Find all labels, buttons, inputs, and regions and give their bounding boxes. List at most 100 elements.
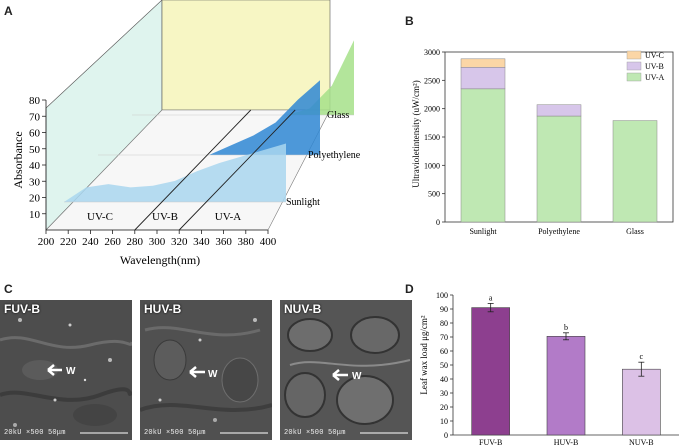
panel-label-a: A [4,4,13,18]
x-tick-label: 320 [171,236,188,248]
sem-texture [0,300,132,440]
y-tick-label: 60 [440,347,448,356]
absorbance-3d-chart: 10 20 30 40 50 60 70 80 200 220 240 260 280 300 320 34… [11,0,361,267]
region-label-uv-b: UV-B [152,211,178,223]
x-tick-label: 300 [149,236,166,248]
x-tick-label: Sunlight [469,227,497,236]
sem-texture [280,300,412,440]
y-tick-label: 1500 [424,133,440,142]
legend-swatch-uv-b [626,61,642,71]
sem-texture [140,300,272,440]
x-tick-label: 340 [193,236,210,248]
x-tick-label: HUV-B [554,438,579,447]
bar-segment-glass-uv-a [612,120,658,223]
significance-letter: a [489,293,493,302]
sem-label: NUV-B [284,302,322,316]
y-tick-label: 80 [29,95,41,107]
y-tick-label: 90 [440,305,448,314]
bar-segment-polyethylene-uv-a [536,115,582,223]
sem-label: HUV-B [144,302,182,316]
y-tick-label: 2000 [424,105,440,114]
bar-segment-sunlight-uv-a [460,88,506,223]
sem-image-huv-b: HUV-B W 20kU ×500 50μm [140,300,272,440]
region-dividers [134,109,296,231]
wax-marker: W [208,369,218,380]
y-tick-label: 20 [440,403,448,412]
y-tick-label: 30 [29,176,41,188]
panel-label-c: C [4,282,13,296]
y-tick-label: 500 [428,190,440,199]
y-tick-label: 0 [436,218,440,227]
bar-huv-b [546,335,586,436]
x-tick-label: 400 [260,236,277,248]
y-tick-label: 60 [29,128,41,140]
y-tick-label: 80 [440,319,448,328]
region-divider [134,109,252,231]
x-axis-label: Wavelength(nm) [120,253,200,267]
significance-letter: b [564,323,568,332]
y-tick-label: 70 [29,111,41,123]
series-area-glass [132,40,354,115]
y-tick-label: 40 [29,160,41,172]
y-tick-label: 50 [440,361,448,370]
arrow-icon [47,364,62,376]
y-axis-label: Ultravioletintensity (uW/cm²) [411,80,421,187]
x-tick-label: FUV-B [479,438,502,447]
region-label-uv-c: UV-C [87,211,113,223]
y-tick-label: 40 [440,375,448,384]
x-tick-label: 280 [127,236,144,248]
wax-marker: W [66,366,76,377]
series-label-sunlight: Sunlight [286,197,320,208]
x-tick-label: 220 [60,236,77,248]
leaf-wax-bar-chart: 0 10 20 30 40 50 60 70 80 90 100 a b c FUV-B HUV-B NUV… [419,291,679,447]
y-axis-label: Absorbance [11,131,25,188]
series-area-sunlight [64,143,286,202]
y-tick-label: 10 [440,417,448,426]
x-tick-label: 200 [38,236,55,248]
legend: UV-C UV-B UV-A [626,50,664,82]
sunlight-series [64,143,286,203]
x-tick-label: 240 [82,236,99,248]
stacked-bars [460,58,658,223]
legend-label: UV-A [645,73,664,82]
uv-intensity-stacked-bar-chart: 0 500 1000 1500 2000 2500 3000 Sunlight Polyeth… [411,48,674,236]
series-area-polyethylene [98,80,320,155]
y-axis-label: Leaf wax load μg/cm² [419,315,429,395]
y-axis: 0 500 1000 1500 2000 2500 3000 [424,48,674,227]
sem-footer: 20kU ×500 50μm [4,429,66,437]
y-tick-label: 0 [444,431,448,440]
x-axis-labels: FUV-B HUV-B NUV-B [479,438,654,447]
sem-footer: 20kU ×500 50μm [284,429,346,437]
bar-fuv-b [471,307,510,436]
y-tick-label: 20 [29,193,41,205]
y-tick-label: 30 [440,389,448,398]
y-tick-label: 50 [29,144,41,156]
region-divider [178,109,296,231]
series-label-glass: Glass [327,110,349,121]
series-label-polyethylene: Polyethylene [308,150,361,161]
x-tick-label: Glass [626,227,644,236]
bar-segment-polyethylene-uv-b [536,104,582,117]
x-axis: 200 220 240 260 280 300 320 340 360 380 400 [38,229,277,248]
y-tick-label: 70 [440,333,448,342]
sem-image-fuv-b: FUV-B W 20kU ×500 50μm [0,300,132,440]
x-axis-labels: Sunlight Polyethylene Glass [469,227,643,236]
legend-label: UV-B [645,62,664,71]
sem-footer: 20kU ×500 50μm [144,429,206,437]
x-tick-label: 260 [104,236,121,248]
y-tick-label: 10 [29,209,41,221]
x-tick-label: NUV-B [629,438,654,447]
legend-label: UV-C [645,51,664,60]
sem-image-nuv-b: NUV-B W 20kU ×500 50μm [280,300,412,440]
panel-label-d: D [405,282,414,296]
bars: a b c [471,293,661,436]
sem-label: FUV-B [4,302,40,316]
bar-nuv-b [622,368,661,436]
significance-letter: c [640,352,644,361]
y-tick-label: 1000 [424,161,440,170]
y-axis: 10 20 30 40 50 60 70 80 [29,95,47,230]
legend-swatch-uv-a [626,72,642,82]
region-label-uv-a: UV-A [215,211,242,223]
back-wall [161,0,331,111]
x-tick-label: 360 [215,236,232,248]
